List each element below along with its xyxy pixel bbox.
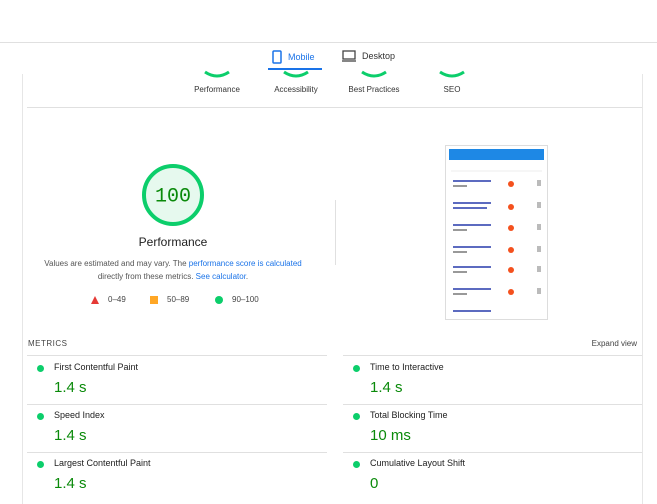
pass-icon (215, 296, 223, 304)
metric-label: Cumulative Layout Shift (370, 458, 466, 468)
tab-label: Desktop (362, 51, 396, 61)
status-dot (353, 461, 360, 468)
divider (27, 452, 327, 453)
metrics-heading: METRICS (28, 339, 68, 348)
divider (27, 404, 327, 405)
tab-indicator (268, 68, 322, 70)
metric-label: Total Blocking Time (370, 410, 448, 420)
category-label[interactable]: Best Practices (348, 85, 400, 94)
desktop-icon (342, 50, 356, 62)
status-dot (37, 365, 44, 372)
status-dot (37, 461, 44, 468)
divider (343, 452, 642, 453)
metric-value: 1.4 s (54, 379, 87, 396)
score-description: Values are estimated and may vary. The p… (40, 257, 306, 283)
desktop-tab[interactable]: Desktop (342, 50, 395, 62)
divider (335, 200, 336, 265)
legend-icons (91, 296, 223, 304)
legend-label: 0–49 (108, 295, 126, 304)
text: directly from these metrics. (97, 272, 196, 281)
category-label[interactable]: Performance (194, 85, 240, 94)
metric-label: First Contentful Paint (54, 362, 139, 372)
average-icon (150, 296, 158, 304)
divider (343, 355, 642, 356)
gauge-ring (142, 164, 204, 226)
gauge-arc (361, 70, 387, 78)
mobile-icon (272, 50, 282, 64)
divider (27, 355, 327, 356)
category-gauges (204, 70, 465, 78)
status-dot (37, 413, 44, 420)
score-gauge: 100 (142, 164, 204, 226)
top-bar (0, 0, 657, 43)
metric-label: Largest Contentful Paint (54, 458, 151, 468)
gauge-arc (439, 70, 465, 78)
divider (27, 107, 642, 108)
link[interactable]: See calculator (195, 272, 246, 281)
divider (343, 404, 642, 405)
thumb-header (449, 149, 544, 160)
metric-value: 10 ms (370, 427, 411, 444)
legend-label: 50–89 (167, 295, 190, 304)
score-label: Performance (138, 235, 208, 249)
link[interactable]: performance score is calculated (188, 259, 302, 268)
category-label[interactable]: Accessibility (274, 85, 318, 94)
mobile-tab[interactable]: Mobile (272, 50, 315, 64)
fail-icon (91, 296, 99, 304)
thumb-frame (445, 145, 548, 320)
status-dot (353, 365, 360, 372)
gauge-arc (204, 70, 230, 78)
thumb-rows (453, 180, 541, 312)
score-value: 100 (155, 185, 191, 208)
tab-label: Mobile (288, 52, 315, 62)
legend-label: 90–100 (232, 295, 259, 304)
metric-label: Time to Interactive (370, 362, 444, 372)
screenshot-thumbnail (445, 145, 548, 320)
metric-value: 1.4 s (370, 379, 403, 396)
text: . (245, 272, 249, 281)
category-label[interactable]: SEO (443, 85, 461, 94)
metric-value: 1.4 s (54, 427, 87, 444)
metric-label: Speed Index (54, 410, 105, 420)
expand-toggle[interactable]: Expand view (591, 339, 637, 348)
metric-value: 0 (370, 475, 379, 492)
metric-value: 1.4 s (54, 475, 87, 492)
text: Values are estimated and may vary. The (44, 259, 189, 268)
gauge-arc (283, 70, 309, 78)
status-dot (353, 413, 360, 420)
report-panel (22, 74, 643, 504)
